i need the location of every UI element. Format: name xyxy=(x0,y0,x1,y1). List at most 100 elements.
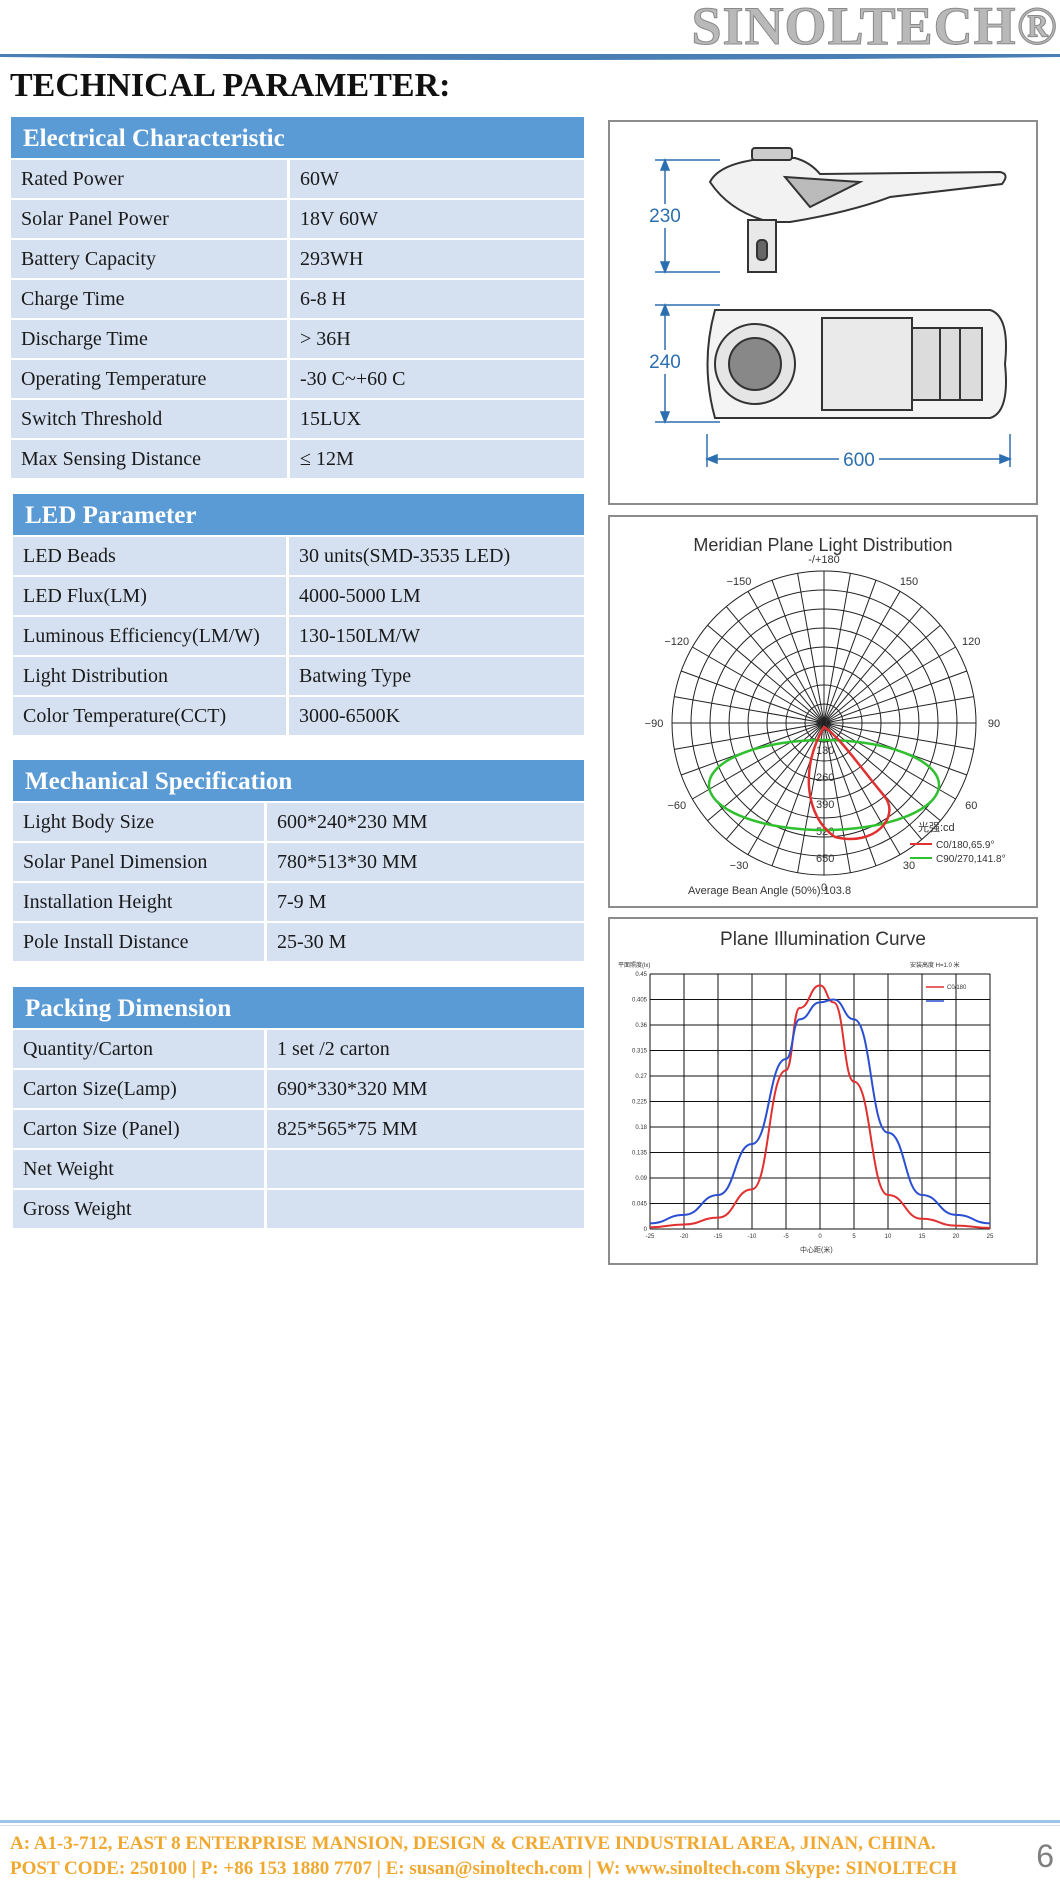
page-number: 6 xyxy=(1036,1838,1054,1874)
illumination-line-chart: 平面照度(lx) 安装高度 H=1.0 米 中心距(米) -25 -20 -15 -1… xyxy=(618,961,994,1254)
polar-grid-spoke xyxy=(823,646,956,724)
spec-row: Carton Size(Lamp) 690*330*320 MM xyxy=(13,1070,584,1110)
spec-label: Gross Weight xyxy=(13,1190,267,1228)
polar-radial-label: 390 xyxy=(816,799,834,811)
spec-row: Net Weight xyxy=(13,1150,584,1190)
spec-value: 130-150LM/W xyxy=(289,617,584,655)
spec-row: Max Sensing Distance ≤ 12M xyxy=(11,440,584,480)
polar-legend-c0: C0/180,65.9° xyxy=(936,840,995,851)
spec-value: 6-8 H xyxy=(290,280,584,318)
x-tick-label: 0 xyxy=(818,1234,822,1240)
x-tick-label: 20 xyxy=(953,1234,960,1240)
lamp-dimension-illustration: 230 240 600 xyxy=(646,147,1013,471)
polar-angle-label: −60 xyxy=(667,800,686,812)
polar-angle-label: 120 xyxy=(962,636,980,648)
y-tick-label: 0.18 xyxy=(635,1125,647,1131)
length-dimension-label: 600 xyxy=(843,450,875,471)
spec-value: 25-30 M xyxy=(267,923,584,961)
spec-label: Rated Power xyxy=(11,160,290,198)
polar-angle-label: 0 xyxy=(821,882,827,894)
y-tick-label: 0.315 xyxy=(632,1049,648,1055)
spec-row: Luminous Efficiency(LM/W) 130-150LM/W xyxy=(13,617,584,657)
polar-grid-spoke xyxy=(707,722,825,822)
polar-angle-label: 90 xyxy=(988,718,1000,730)
plane-illumination-chart: Plane Illumination Curve 平面照度(lx) 安装高度 H… xyxy=(608,917,1038,1265)
polar-angle-label: −90 xyxy=(645,718,664,730)
spec-value: 293WH xyxy=(290,240,584,278)
chart-title: Plane Illumination Curve xyxy=(720,929,926,950)
section-heading: LED Parameter xyxy=(13,494,584,537)
polar-angle-label: -/+180 xyxy=(808,554,840,566)
polar-grid-spoke xyxy=(823,670,968,724)
spec-label: Charge Time xyxy=(11,280,290,318)
spec-row: Carton Size (Panel) 825*565*75 MM xyxy=(13,1110,584,1150)
polar-chart: -/+180 −150 150 −120 120 −90 90 −60 60 −30 30 0 0.0 1… xyxy=(645,554,1006,897)
spec-label: Net Weight xyxy=(13,1150,267,1188)
polar-grid-spoke xyxy=(823,624,941,724)
spec-label: Max Sensing Distance xyxy=(11,440,290,478)
spec-label: Discharge Time xyxy=(11,320,290,358)
polar-grid-spoke xyxy=(823,722,956,800)
polar-grid-spoke xyxy=(692,646,825,724)
footer-address: A: A1-3-712, EAST 8 ENTERPRISE MANSION, … xyxy=(10,1833,936,1854)
header-divider xyxy=(0,54,1060,60)
polar-angle-label: 150 xyxy=(900,576,918,588)
spec-value xyxy=(267,1150,584,1188)
polar-grid-spoke xyxy=(725,722,825,840)
polar-grid-spoke xyxy=(674,696,825,724)
y-tick-label: 0.135 xyxy=(632,1151,648,1157)
c0-distribution-curve xyxy=(807,725,891,841)
polar-grid-spoke xyxy=(823,722,974,750)
spec-value: 690*330*320 MM xyxy=(267,1070,584,1108)
spec-value: 15LUX xyxy=(290,400,584,438)
spec-label: Switch Threshold xyxy=(11,400,290,438)
polar-legend-unit: 光强:cd xyxy=(918,820,955,834)
polar-radial-label: 260 xyxy=(816,772,834,784)
electrical-characteristic-table: Electrical Characteristic Rated Power 60W… xyxy=(11,117,584,480)
polar-angle-label: −120 xyxy=(664,636,689,648)
y-tick-label: 0.405 xyxy=(632,998,648,1004)
brand-logo-text: SINOLTECH® xyxy=(691,0,1058,56)
spec-value: 1 set /2 carton xyxy=(267,1030,584,1068)
x-tick-label: 15 xyxy=(919,1234,926,1240)
page-title: TECHNICAL PARAMETER: xyxy=(10,67,451,104)
polar-grid-spoke xyxy=(725,606,825,724)
spec-row: Installation Height 7-9 M xyxy=(13,883,584,923)
polar-grid-spoke xyxy=(747,591,825,724)
legend-series-0: C0/180 xyxy=(947,985,967,991)
polar-grid-spoke xyxy=(707,624,825,724)
x-axis-label: 中心距(米) xyxy=(800,1245,833,1254)
footer-divider xyxy=(0,1820,1060,1823)
polar-grid-spoke xyxy=(823,591,901,724)
polar-radial-label: 0.0 xyxy=(816,718,831,730)
spec-label: Carton Size(Lamp) xyxy=(13,1070,267,1108)
y-tick-label: 0.225 xyxy=(632,1100,648,1106)
spec-label: Carton Size (Panel) xyxy=(13,1110,267,1148)
spec-row: Solar Panel Power 18V 60W xyxy=(11,200,584,240)
polar-grid-spoke xyxy=(823,722,901,855)
polar-grid-spoke xyxy=(797,573,825,724)
spec-label: Operating Temperature xyxy=(11,360,290,398)
spec-label: Battery Capacity xyxy=(11,240,290,278)
polar-angle-label: 30 xyxy=(903,860,915,872)
spec-value: 3000-6500K xyxy=(289,697,584,735)
spec-label: Quantity/Carton xyxy=(13,1030,267,1068)
x-tick-label: 10 xyxy=(885,1234,892,1240)
polar-legend-c90: C90/270,141.8° xyxy=(936,854,1006,865)
section-heading: Mechanical Specification xyxy=(13,760,584,803)
spec-label: Luminous Efficiency(LM/W) xyxy=(13,617,289,655)
footer-divider-thin xyxy=(0,1825,1060,1826)
spec-row: Color Temperature(CCT) 3000-6500K xyxy=(13,697,584,737)
polar-grid-spoke xyxy=(674,722,825,750)
spec-value: 780*513*30 MM xyxy=(267,843,584,881)
spec-row: Solar Panel Dimension 780*513*30 MM xyxy=(13,843,584,883)
series-line-0 xyxy=(649,984,991,1229)
polar-radial-label: 130 xyxy=(816,745,834,757)
spec-label: Solar Panel Dimension xyxy=(13,843,267,881)
spec-value: 60W xyxy=(290,160,584,198)
polar-angle-label: 60 xyxy=(965,800,977,812)
spec-label: Color Temperature(CCT) xyxy=(13,697,289,735)
polar-chart-title: Meridian Plane Light Distribution xyxy=(693,535,953,555)
spec-row: Battery Capacity 293WH xyxy=(11,240,584,280)
spec-label: LED Beads xyxy=(13,537,289,575)
